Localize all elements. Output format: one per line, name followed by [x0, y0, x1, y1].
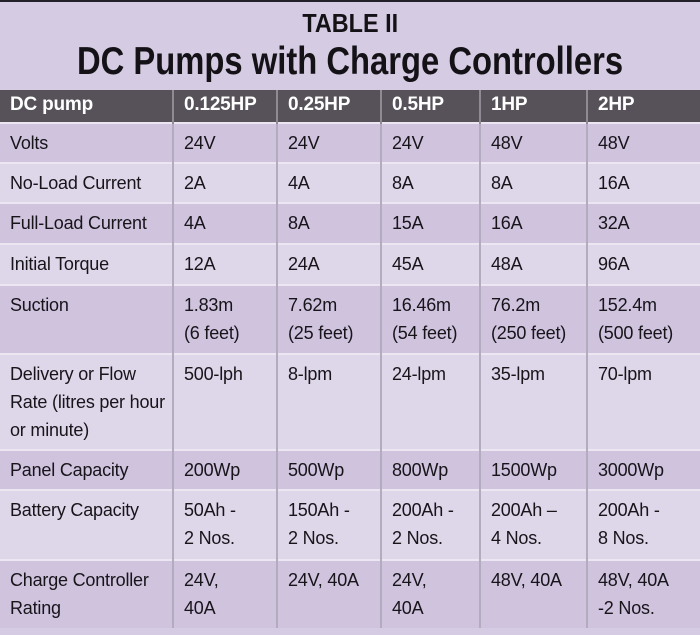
table-cell: 24V, 40A	[380, 559, 480, 628]
table-cell: 500-lph	[172, 353, 277, 450]
table-cell: 7.62m (25 feet)	[276, 284, 381, 354]
table-cell: 152.4m (500 feet)	[586, 284, 700, 354]
row-label: Delivery or Flow Rate (litres per hour o…	[0, 353, 173, 450]
header-cell-dc-pump: DC pump	[0, 90, 173, 123]
table-cell: 76.2m (250 feet)	[479, 284, 587, 354]
table-row: Delivery or Flow Rate (litres per hour o…	[0, 353, 700, 450]
table-cell: 200Ah - 2 Nos.	[380, 489, 480, 560]
table-cell: 16.46m (54 feet)	[380, 284, 480, 354]
row-label: Charge Controller Rating	[0, 559, 173, 628]
table-cell: 45A	[380, 243, 480, 285]
table-cell: 200Wp	[172, 449, 277, 490]
row-label: Battery Capacity	[0, 489, 173, 560]
table-cell: 8A	[479, 162, 587, 203]
table-cell: 24A	[276, 243, 381, 285]
header-cell-0.125hp: 0.125HP	[172, 90, 277, 123]
header-cell-0.5hp: 0.5HP	[380, 90, 480, 123]
table-cell: 48V	[586, 122, 700, 163]
table-cell: 24-lpm	[380, 353, 480, 450]
row-label: Full-Load Current	[0, 202, 173, 244]
row-label: Volts	[0, 122, 173, 163]
table-body: Volts 24V 24V 24V 48V 48V No-Load Current 2A 4A 8…	[0, 122, 700, 628]
pump-table: DC pump 0.125HP 0.25HP 0.5HP 1HP 2HP Volts 24V…	[0, 90, 700, 628]
header-row: DC pump 0.125HP 0.25HP 0.5HP 1HP 2HP	[0, 90, 700, 123]
table-cell: 16A	[479, 202, 587, 244]
table-cell: 15A	[380, 202, 480, 244]
header-cell-1hp: 1HP	[479, 90, 587, 123]
table-row: Initial Torque 12A 24A 45A 48A 96A	[0, 243, 700, 285]
table-title-block: TABLE II DC Pumps with Charge Controller…	[0, 2, 700, 90]
table-cell: 48V, 40A	[479, 559, 587, 628]
table-row: Full-Load Current 4A 8A 15A 16A 32A	[0, 202, 700, 244]
header-cell-2hp: 2HP	[586, 90, 700, 123]
table-cell: 24V	[380, 122, 480, 163]
row-label: Suction	[0, 284, 173, 354]
table-cell: 24V	[276, 122, 381, 163]
table-cell: 12A	[172, 243, 277, 285]
table-cell: 70-lpm	[586, 353, 700, 450]
table-cell: 24V, 40A	[172, 559, 277, 628]
table-row: Charge Controller Rating 24V, 40A 24V, 40A…	[0, 559, 700, 628]
row-label: No-Load Current	[0, 162, 173, 203]
table-cell: 150Ah - 2 Nos.	[276, 489, 381, 560]
table-cell: 24V	[172, 122, 277, 163]
table-cell: 96A	[586, 243, 700, 285]
table-cell: 50Ah - 2 Nos.	[172, 489, 277, 560]
table-cell: 500Wp	[276, 449, 381, 490]
table-cell: 3000Wp	[586, 449, 700, 490]
table-cell: 8-lpm	[276, 353, 381, 450]
table-cell: 200Ah - 8 Nos.	[586, 489, 700, 560]
header-cell-0.25hp: 0.25HP	[276, 90, 381, 123]
table-number-title: TABLE II	[302, 8, 398, 38]
table-cell: 48V	[479, 122, 587, 163]
table-cell: 48V, 40A -2 Nos.	[586, 559, 700, 628]
table-cell: 8A	[276, 202, 381, 244]
table-cell: 8A	[380, 162, 480, 203]
table-row: No-Load Current 2A 4A 8A 8A 16A	[0, 162, 700, 203]
table-row: Volts 24V 24V 24V 48V 48V	[0, 122, 700, 163]
table-subtitle: DC Pumps with Charge Controllers	[76, 40, 624, 83]
table-row: Panel Capacity 200Wp 500Wp 800Wp 1500Wp 3000W…	[0, 449, 700, 490]
table-cell: 4A	[172, 202, 277, 244]
table-cell: 1.83m (6 feet)	[172, 284, 277, 354]
table-cell: 2A	[172, 162, 277, 203]
table-cell: 16A	[586, 162, 700, 203]
table-cell: 35-lpm	[479, 353, 587, 450]
table-cell: 200Ah – 4 Nos.	[479, 489, 587, 560]
table-cell: 800Wp	[380, 449, 480, 490]
row-label: Panel Capacity	[0, 449, 173, 490]
table-cell: 4A	[276, 162, 381, 203]
table-row: Suction 1.83m (6 feet) 7.62m (25 feet) 16.4…	[0, 284, 700, 354]
table-cell: 48A	[479, 243, 587, 285]
table-row: Battery Capacity 50Ah - 2 Nos. 150Ah - 2 N…	[0, 489, 700, 560]
table-cell: 1500Wp	[479, 449, 587, 490]
table-cell: 24V, 40A	[276, 559, 381, 628]
table-cell: 32A	[586, 202, 700, 244]
row-label: Initial Torque	[0, 243, 173, 285]
